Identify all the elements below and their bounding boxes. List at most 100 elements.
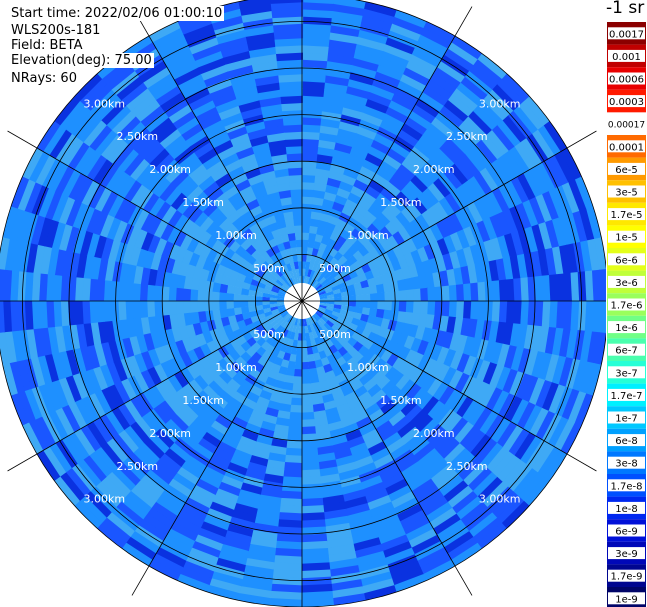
range-gate [552, 246, 565, 276]
range-gate [284, 374, 295, 384]
range-gate [253, 187, 268, 200]
range-gate [299, 275, 303, 284]
range-gate [61, 168, 82, 198]
range-gate [244, 422, 261, 436]
elevation-label: Elevation(deg): 75.00 [11, 53, 154, 68]
range-gate [382, 541, 413, 559]
range-gate [188, 92, 214, 111]
range-gate [487, 89, 515, 117]
range-gate [147, 72, 176, 95]
range-gate [206, 159, 226, 176]
range-gate [464, 506, 493, 533]
range-gate [302, 181, 315, 191]
range-gate [300, 591, 334, 601]
range-gate [111, 433, 134, 458]
range-gate [78, 204, 96, 231]
range-gate [217, 145, 237, 161]
range-gate [441, 285, 451, 302]
range-gate [122, 120, 147, 145]
range-gate [455, 396, 474, 419]
range-gate [0, 267, 5, 301]
range-gate [523, 169, 544, 198]
range-gate [282, 469, 302, 478]
range-gate [16, 209, 32, 242]
range-gate [541, 301, 551, 329]
range-gate [307, 268, 313, 278]
range-gate [154, 269, 165, 287]
range-gate [193, 443, 214, 461]
range-gate [222, 204, 237, 219]
range-gate [227, 422, 245, 437]
range-gate [113, 197, 131, 221]
range-gate [316, 445, 335, 456]
range-gate [140, 211, 156, 233]
range-gate [173, 436, 195, 456]
range-gate [162, 534, 193, 555]
range-gate [140, 369, 156, 390]
range-gate [360, 475, 383, 491]
range-gate [2, 268, 13, 301]
range-ring-label: 3.00km [84, 493, 126, 506]
range-gate [594, 237, 606, 271]
range-gate [398, 226, 412, 243]
range-gate [371, 198, 388, 214]
colorbar-label: 3e-8 [615, 459, 638, 470]
colorbar-label-bg [608, 27, 645, 40]
range-gate [334, 296, 343, 302]
range-gate [302, 268, 306, 276]
range-gate [133, 228, 148, 249]
range-gate [232, 448, 252, 463]
range-gate [242, 113, 265, 127]
range-gate [423, 342, 437, 359]
range-gate [339, 475, 362, 489]
range-gate [442, 252, 455, 271]
range-gate [580, 240, 593, 273]
range-gate [194, 478, 219, 496]
range-gate [391, 301, 400, 312]
range-gate [398, 290, 407, 302]
range-gate [40, 245, 53, 275]
range-gate [249, 134, 269, 147]
range-gate [166, 226, 181, 244]
range-gate [278, 226, 289, 236]
range-gate [94, 446, 118, 473]
range-gate [175, 300, 184, 315]
range-gate [429, 72, 458, 95]
range-gate [271, 569, 302, 579]
range-gate [179, 233, 194, 250]
range-gate [318, 266, 326, 275]
range-gate [301, 440, 318, 450]
range-gate [123, 399, 142, 422]
range-gate [158, 452, 182, 474]
range-gate [278, 80, 303, 90]
range-ring-label: 3.00km [479, 493, 521, 506]
range-gate [301, 376, 311, 385]
range-gate [409, 409, 429, 428]
start-time-label: Start time: 2022/02/06 01:00:10 [11, 6, 225, 21]
range-ring-label: 2.00km [149, 163, 191, 176]
range-gate [475, 359, 491, 383]
range-gate [395, 375, 411, 391]
range-gate [241, 159, 260, 173]
range-gate [155, 33, 188, 55]
range-gate [443, 413, 463, 435]
range-gate [327, 46, 357, 59]
range-gate [269, 297, 277, 301]
range-gate [334, 141, 353, 154]
colorbar-label-bg [608, 366, 645, 379]
range-gate [361, 286, 371, 295]
range-gate [302, 260, 307, 269]
range-gate [316, 438, 333, 449]
range-gate [386, 353, 400, 368]
range-gate [279, 274, 288, 283]
range-gate [524, 95, 551, 127]
range-gate [392, 169, 412, 187]
range-gate [358, 245, 370, 257]
range-gate [421, 396, 440, 416]
range-gate [301, 505, 325, 514]
range-gate [558, 357, 574, 388]
range-gate [207, 186, 225, 203]
range-gate [456, 184, 475, 207]
range-gate [303, 318, 308, 327]
range-gate [146, 507, 175, 530]
